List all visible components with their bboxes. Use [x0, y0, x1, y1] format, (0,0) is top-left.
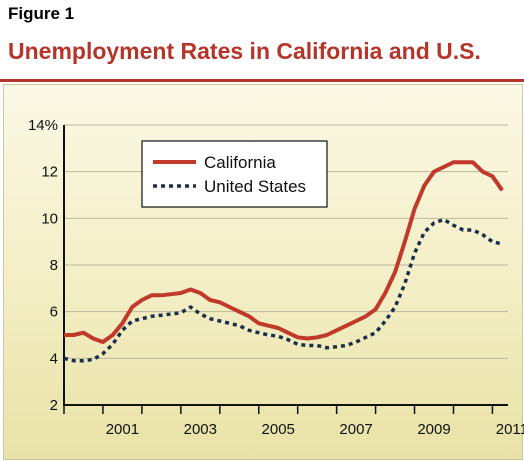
- y-tick-label: 4: [50, 350, 58, 367]
- y-tick-label: 6: [50, 304, 58, 321]
- x-tick-label: 2011: [496, 421, 524, 438]
- x-tick-label: 2007: [339, 421, 372, 438]
- legend-label-california: California: [204, 153, 276, 172]
- x-tick-label: 2001: [106, 421, 139, 438]
- x-tick-label: 2003: [184, 421, 217, 438]
- y-tick-label: 8: [50, 257, 58, 274]
- legend-label-united-states: United States: [204, 177, 306, 196]
- figure-label: Figure 1: [8, 4, 75, 23]
- y-tick-label: 10: [41, 210, 58, 227]
- x-tick-label: 2005: [262, 421, 295, 438]
- title-rule: [0, 79, 524, 82]
- y-tick-label: 12: [41, 164, 58, 181]
- series-line-california: [64, 160, 504, 344]
- series-line-united-states: [63, 217, 503, 363]
- chart-title: Unemployment Rates in California and U.S…: [8, 38, 481, 64]
- y-tick-label: 14%: [28, 117, 58, 134]
- x-tick-label: 2009: [417, 421, 450, 438]
- y-tick-label: 2: [50, 397, 58, 414]
- legend-box: [141, 140, 328, 208]
